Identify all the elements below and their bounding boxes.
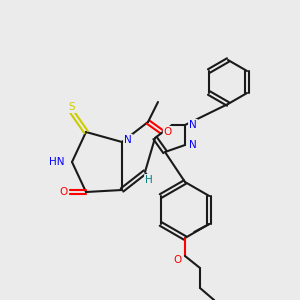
Text: N: N <box>189 120 197 130</box>
Text: O: O <box>164 127 172 137</box>
Text: N: N <box>189 140 197 150</box>
Text: HN: HN <box>49 157 64 167</box>
Text: O: O <box>173 255 181 265</box>
Text: H: H <box>145 175 153 185</box>
Text: N: N <box>124 135 132 145</box>
Text: S: S <box>69 102 75 112</box>
Text: O: O <box>60 187 68 197</box>
